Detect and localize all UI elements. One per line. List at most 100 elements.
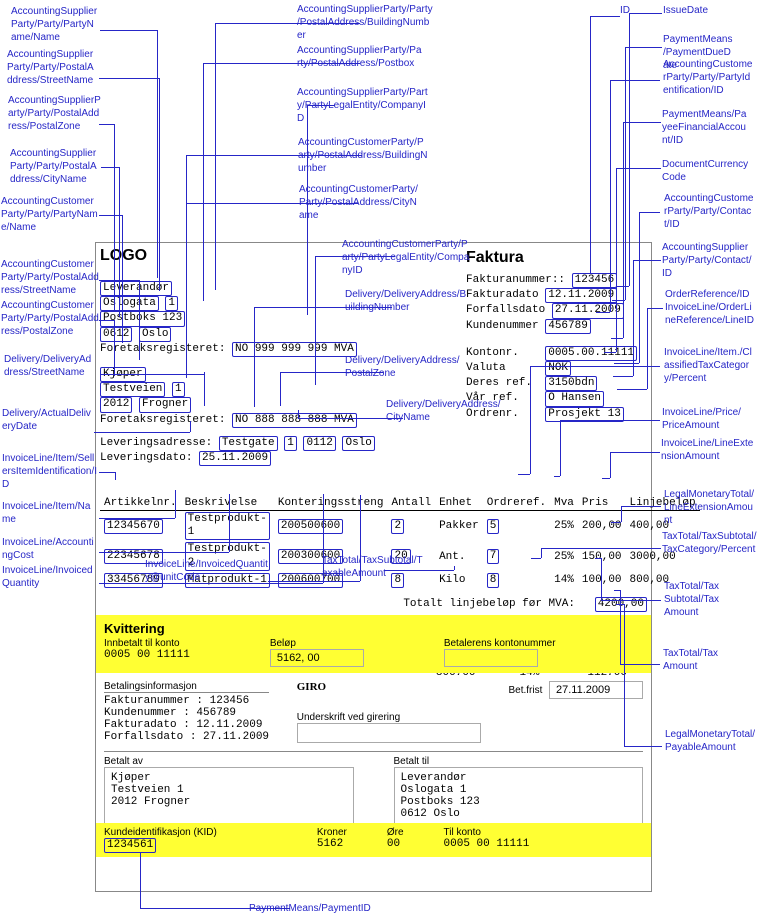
meta-val: 123456: [572, 273, 618, 288]
giro-text: GIRO: [297, 681, 326, 693]
annotation-label: AccountingSupplierParty/Party/PostalAddr…: [297, 44, 423, 70]
kroner-lbl: Kroner: [317, 827, 347, 838]
giro-body: Betalingsinformasjon Fakturanummer : 123…: [96, 675, 651, 833]
frist-val: 27.11.2009: [549, 681, 643, 699]
meta-val: 27.11.2009: [552, 303, 624, 318]
tilkonto-val: 0005 00 11111: [444, 838, 530, 850]
annotation-label: TaxTotal/TaxSubtotal/TaxableAmount: [322, 554, 426, 580]
delivery-lbl: Leveringsadresse:: [100, 437, 212, 449]
kvittering-title: Kvittering: [104, 621, 643, 636]
ore-val: 00: [387, 838, 400, 850]
annotation-label: TaxTotal/TaxAmount: [663, 647, 720, 673]
supplier-name: Leverandør: [100, 281, 172, 296]
giro-footer: Kundeidentifikasjon (KID)1234561 Kroner5…: [96, 823, 651, 857]
betaler-konto-lbl: Betalerens kontonummer: [444, 638, 556, 649]
total-line-lbl: Totalt linjebeløp før MVA:: [403, 598, 575, 610]
meta-val: Prosjekt 13: [545, 407, 624, 422]
annotation-label: AccountingSupplierParty/Party/PostalAddr…: [10, 147, 102, 186]
customer-reg: Foretaksregisteret:: [100, 414, 225, 426]
annotation-label: LegalMonetaryTotal/PayableAmount: [665, 728, 757, 754]
annotation-label: InvoiceLine/InvoicedQuantity@unitCode: [145, 558, 268, 584]
annotation-label: Delivery/ActualDeliveryDate: [2, 407, 94, 433]
annotation-label: AccountingCustomerParty/Party/PostalAddr…: [299, 183, 418, 222]
meta-val: 0005.00.11111: [545, 346, 637, 361]
annotation-label: InvoiceLine/Item/Name: [2, 500, 98, 526]
customer-city: Frogner: [139, 397, 191, 412]
kroner-val: 5162: [317, 838, 343, 850]
supplier-postbox: Postboks 123: [100, 311, 185, 326]
betalt-til-lbl: Betalt til: [394, 756, 644, 767]
betinfo-lbl: Betalingsinformasjon: [104, 681, 269, 693]
kid-lbl: Kundeidentifikasjon (KID): [104, 827, 217, 838]
annotation-label: AccountingSupplierParty/Party/PostalAddr…: [297, 3, 434, 42]
meta-val: O Hansen: [545, 391, 604, 406]
annotation-label: TaxTotal/TaxSubtotal/TaxAmount: [664, 580, 721, 619]
annotation-label: TaxTotal/TaxSubtotal/TaxCategory/Percent: [662, 530, 757, 556]
supplier-zip: 0612: [100, 327, 132, 342]
annotation-label: ID: [620, 4, 645, 17]
invoice-title: Faktura: [466, 249, 637, 267]
total-line-row: Totalt linjebeløp før MVA: 4200,00: [100, 597, 647, 612]
supplier-street: Oslogata: [100, 296, 159, 311]
meta-val: NOK: [545, 361, 571, 376]
annotation-label: InvoiceLine/Price/PriceAmount: [662, 406, 742, 432]
customer-street: Testveien: [100, 382, 165, 397]
annotation-label: AccountingCustomerParty/Party/PostalAddr…: [1, 299, 99, 338]
annotation-label: AccountingCustomerParty/Party/PartyName/…: [1, 195, 99, 234]
betalt-av-box: KjøperTestveien 12012 Frogner: [104, 767, 354, 827]
annotation-label: PaymentMeans/PaymentID: [249, 902, 371, 915]
annotation-label: AccountingCustomerParty/Party/PartyIdent…: [663, 58, 753, 97]
annotation-label: IssueDate: [663, 4, 720, 17]
delivery-zip: 0112: [303, 436, 335, 451]
delivery-date: 25.11.2009: [199, 451, 271, 466]
annotation-label: InvoiceLine/InvoicedQuantity: [2, 564, 95, 590]
annotation-label: AccountingCustomerParty/Party/PostalAddr…: [298, 136, 429, 175]
delivery-street: Testgate: [219, 436, 278, 451]
innbetalt-konto: 0005 00 11111: [104, 649, 190, 661]
annotation-label: InvoiceLine/Item./ClassifiedTaxCategory/…: [664, 346, 754, 385]
annotation-label: Delivery/DeliveryAddress/PostalZone: [345, 354, 465, 380]
tilkonto-lbl: Til konto: [444, 827, 530, 838]
supplier-vat: NO 999 999 999 MVA: [232, 342, 357, 357]
annotation-label: AccountingCustomerParty/Party/PartyLegal…: [342, 238, 472, 277]
annotation-label: AccountingCustomerParty/Party/Contact/ID: [664, 192, 754, 231]
annotation-label: DocumentCurrencyCode: [662, 158, 755, 184]
annotation-label: AccountingSupplierParty/Party/Contact/ID: [662, 241, 753, 280]
annotation-label: AccountingSupplierParty/Party/PostalAddr…: [7, 48, 99, 87]
supplier-num: 1: [165, 296, 178, 311]
betaler-konto: [444, 649, 538, 667]
underskrift-lbl: Underskrift ved girering: [297, 712, 481, 723]
meta-val: 12.11.2009: [545, 288, 617, 303]
supplier-city: Oslo: [139, 327, 171, 342]
kid-val: 1234561: [104, 838, 156, 853]
belop-lbl: Beløp: [270, 638, 364, 649]
annotation-label: InvoiceLine/Item/SellersItemIdentificati…: [2, 452, 99, 491]
delivery-block: Leveringsadresse: Testgate 1 0112 Oslo L…: [100, 436, 647, 466]
frist-lbl: Bet.frist: [508, 685, 542, 696]
customer-zip: 2012: [100, 397, 132, 412]
annotation-label: OrderReference/ID InvoiceLine/OrderLineR…: [665, 288, 755, 327]
annotation-label: InvoiceLine/LineExtensionAmount: [661, 437, 756, 463]
ore-lbl: Øre: [387, 827, 404, 838]
customer-name: Kjøper: [100, 367, 146, 382]
annotation-label: AccountingCustomerParty/Party/PostalAddr…: [1, 258, 99, 297]
customer-vat: NO 888 888 888 MVA: [232, 413, 357, 428]
annotation-label: LegalMonetaryTotal/LineExtensionAmount: [664, 488, 757, 527]
innbetalt-lbl: Innbetalt til konto: [104, 638, 190, 649]
annotation-label: PaymentMeans/PayeeFinancialAccount/ID: [662, 108, 751, 147]
annotation-label: Delivery/DeliveryAddress/BuildingNumber: [345, 288, 470, 314]
annotation-label: Delivery/DeliveryAddress/CityName: [386, 398, 502, 424]
supplier-reg: Foretaksregisteret:: [100, 343, 225, 355]
annotation-label: AccountingSupplierParty/Party/PartyLegal…: [297, 86, 428, 125]
annotation-label: Delivery/DeliveryAddress/StreetName: [4, 353, 96, 379]
total-line-val: 4200,00: [595, 597, 647, 612]
annotation-label: AccountingSupplierParty/Party/PostalAddr…: [8, 94, 101, 133]
betalt-til-box: LeverandørOslogata 1Postboks 1230612 Osl…: [394, 767, 644, 827]
delivery-city: Oslo: [342, 436, 374, 451]
customer-num: 1: [172, 382, 185, 397]
belop-val: 5162, 00: [270, 649, 364, 667]
invoice-meta: Faktura Fakturanummer:: 123456Fakturadat…: [466, 249, 637, 422]
betalt-av-lbl: Betalt av: [104, 756, 354, 767]
delivery-num: 1: [284, 436, 297, 451]
meta-val: 3150bdn: [545, 376, 597, 391]
